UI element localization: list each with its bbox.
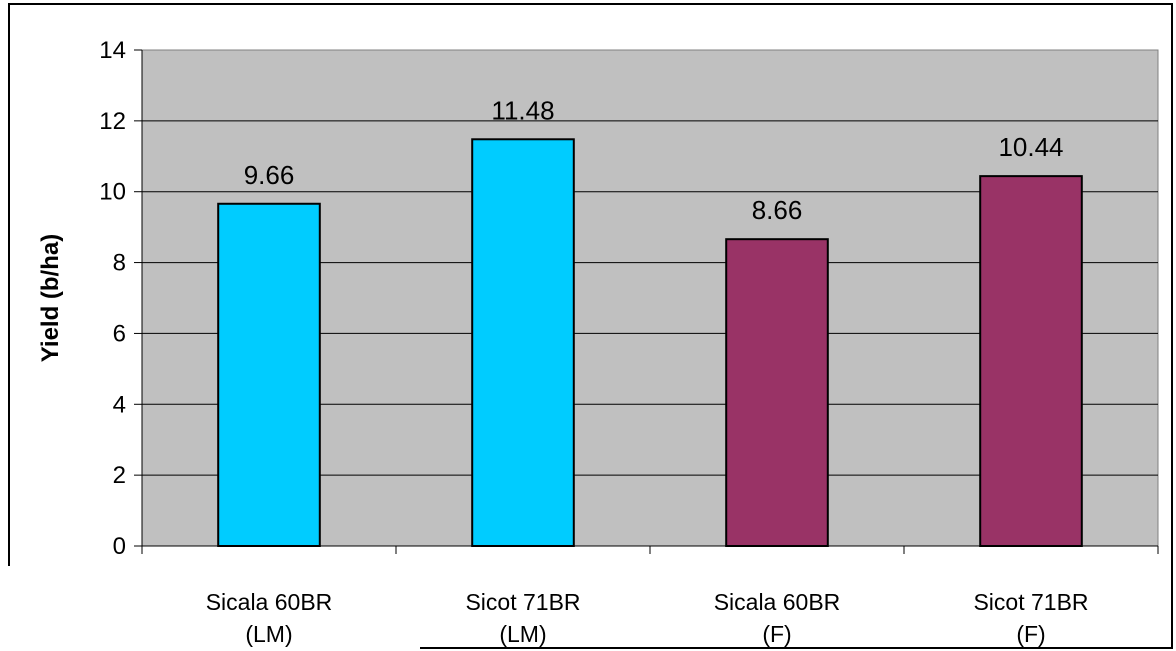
category-label: Sicala 60BR [206,589,333,615]
category-label: Sicot 71BR [973,589,1088,615]
bar-value-label: 8.66 [752,195,803,225]
bar [217,202,321,547]
bar-value-label: 11.48 [491,95,554,125]
chart-border [8,3,1173,649]
category-label: (LM) [245,621,292,647]
y-axis-ticks: 0 2 4 6 8 10 12 14 [99,37,143,560]
category-label: (LM) [499,621,546,647]
bar [471,138,575,547]
y-tick-label: 6 [113,320,126,347]
y-tick-label: 14 [99,37,126,64]
y-tick-label: 4 [113,391,126,418]
category-label: Sicot 71BR [465,589,580,615]
bar-value-label: 10.44 [998,132,1063,162]
category-label: Sicala 60BR [714,589,841,615]
y-tick-label: 0 [113,533,126,560]
y-tick-label: 12 [99,108,126,135]
category-labels: Sicala 60BR (LM) Sicot 71BR (LM) Sicala 60BR… [206,589,1089,647]
x-axis [141,545,1159,554]
bars-group [217,138,1083,548]
category-label: (F) [762,621,791,647]
bar-value-label: 9.66 [244,160,295,190]
category-label: (F) [1016,621,1045,647]
y-tick-label: 10 [99,179,126,206]
y-tick-label: 2 [113,462,126,489]
bar [725,238,829,547]
bar [979,175,1083,548]
y-axis-title: Yield (b/ha) [37,234,64,362]
y-tick-label: 8 [113,250,126,277]
data-labels: 9.66 11.48 8.66 10.44 [244,95,1064,225]
